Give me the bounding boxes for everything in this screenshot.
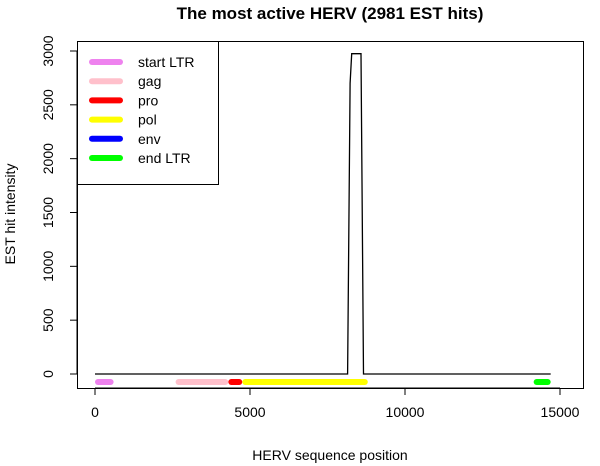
x-tick-label: 5000 xyxy=(234,404,265,420)
y-tick-label: 2500 xyxy=(40,89,56,120)
y-tick-label: 2000 xyxy=(40,143,56,174)
x-tick-label: 10000 xyxy=(386,404,425,420)
x-tick-label: 15000 xyxy=(541,404,580,420)
legend-label: end LTR xyxy=(138,150,191,166)
y-axis: 0 500 1000 1500 2000 2500 3000 xyxy=(40,35,78,378)
x-axis-label: HERV sequence position xyxy=(252,447,407,463)
legend-label: env xyxy=(138,131,161,147)
y-tick-label: 1500 xyxy=(40,197,56,228)
est-intensity-line xyxy=(95,53,551,375)
x-axis: 0 5000 10000 15000 xyxy=(91,387,580,420)
x-tick-label: 0 xyxy=(91,404,99,420)
legend: start LTR gag pro pol env end LTR xyxy=(77,41,219,185)
legend-label: pol xyxy=(138,112,157,128)
y-axis-label: EST hit intensity xyxy=(2,164,18,265)
y-tick-label: 1000 xyxy=(40,251,56,282)
y-tick-label: 500 xyxy=(40,308,56,332)
legend-label: start LTR xyxy=(138,54,195,70)
chart-title: The most active HERV (2981 EST hits) xyxy=(177,4,484,23)
legend-label: gag xyxy=(138,73,161,89)
y-tick-label: 0 xyxy=(40,370,56,378)
legend-label: pro xyxy=(138,92,158,108)
y-tick-label: 3000 xyxy=(40,35,56,66)
